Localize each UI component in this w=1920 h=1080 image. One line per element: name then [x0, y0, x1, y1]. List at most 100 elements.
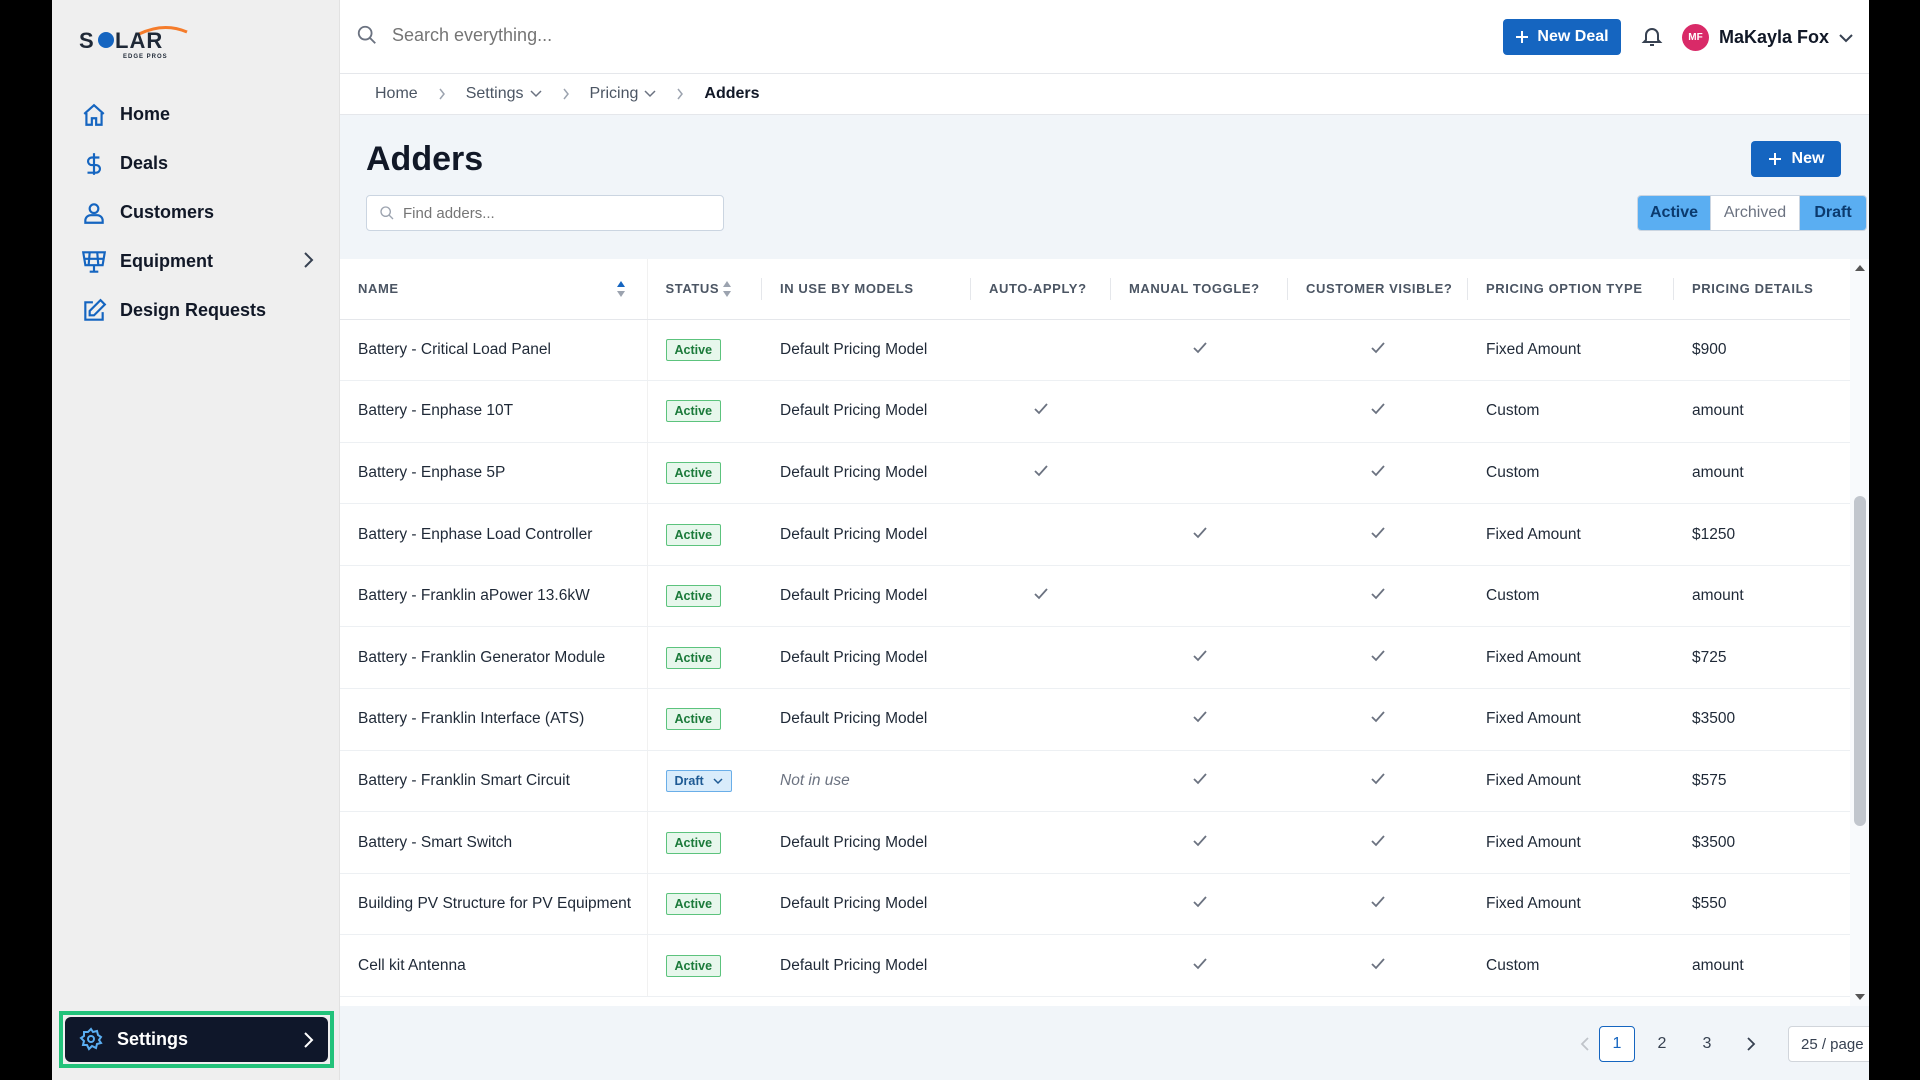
- find-adders-field[interactable]: [366, 195, 724, 231]
- sidebar-item-design-requests[interactable]: Design Requests: [62, 286, 330, 335]
- table-row[interactable]: Battery - Franklin Generator Module Activ…: [340, 626, 1850, 690]
- manual-toggle-cell: [1111, 873, 1288, 936]
- filter-draft[interactable]: Draft: [1800, 196, 1866, 230]
- sidebar-item-equipment[interactable]: Equipment: [62, 237, 330, 286]
- chevron-down-icon: [1839, 33, 1853, 43]
- page-button-3[interactable]: 3: [1702, 1035, 1712, 1052]
- table-row[interactable]: Battery - Enphase 10T Active Default Prici…: [340, 380, 1850, 443]
- auto-apply-cell: [971, 873, 1111, 936]
- new-adder-button[interactable]: New: [1751, 141, 1841, 177]
- scrollbar-thumb[interactable]: [1854, 496, 1866, 826]
- scroll-up-icon[interactable]: [1855, 265, 1865, 271]
- adder-name[interactable]: Battery - Smart Switch: [340, 811, 648, 874]
- table-row[interactable]: Battery - Enphase 5P Active Default Pricin…: [340, 442, 1850, 505]
- gear-icon: [79, 1026, 105, 1053]
- page-button-1[interactable]: 1: [1599, 1026, 1635, 1062]
- app-window: S LAR EDGE PROS Home Deals: [52, 0, 1869, 1080]
- filter-active[interactable]: Active: [1638, 196, 1710, 230]
- plus-icon: [1515, 30, 1529, 44]
- sidebar-item-settings[interactable]: Settings: [65, 1017, 328, 1062]
- find-adders-input[interactable]: [403, 204, 703, 222]
- pricing-type-cell: Custom: [1468, 934, 1674, 998]
- status-badge[interactable]: Draft: [665, 769, 733, 792]
- breadcrumb-label: Pricing: [589, 85, 639, 102]
- global-search[interactable]: [356, 24, 792, 46]
- dollar-icon: [80, 150, 108, 178]
- chevron-down-icon: [529, 90, 542, 98]
- settings-highlight: Settings: [59, 1011, 334, 1068]
- sidebar-item-label: Equipment: [120, 251, 213, 271]
- sidebar-item-home[interactable]: Home: [62, 90, 330, 139]
- sort-icon[interactable]: [722, 280, 732, 298]
- breadcrumb-home[interactable]: Home: [375, 85, 418, 102]
- column-header-name[interactable]: NAME: [340, 259, 648, 320]
- adder-name[interactable]: Building PV Structure for PV Equipment: [340, 873, 648, 936]
- table-row[interactable]: Cell kit Antenna Active Default Pricing Mo…: [340, 934, 1850, 998]
- column-label: PRICING DETAILS: [1692, 281, 1814, 297]
- table-row[interactable]: Battery - Smart Switch Active Default Pric…: [340, 811, 1850, 874]
- breadcrumb-settings[interactable]: Settings: [466, 85, 542, 103]
- breadcrumb-current: Adders: [704, 85, 760, 102]
- search-input[interactable]: [392, 24, 792, 46]
- auto-apply-cell: [971, 442, 1111, 505]
- table-row[interactable]: Battery - Franklin aPower 13.6kW Active De…: [340, 565, 1850, 628]
- scroll-down-icon[interactable]: [1855, 994, 1865, 1000]
- checkmark-icon: [1192, 896, 1207, 908]
- adder-name[interactable]: Cell kit Antenna: [340, 934, 648, 998]
- sidebar: S LAR EDGE PROS Home Deals: [52, 0, 340, 1080]
- breadcrumb-pricing[interactable]: Pricing: [590, 85, 657, 103]
- page-button-2[interactable]: 2: [1657, 1035, 1667, 1052]
- sidebar-item-customers[interactable]: Customers: [62, 188, 330, 237]
- new-deal-button[interactable]: New Deal: [1503, 19, 1621, 55]
- breadcrumb: Home Settings Pricing Adders: [340, 74, 1869, 115]
- column-divider: [1287, 278, 1288, 300]
- adder-name[interactable]: Battery - Franklin aPower 13.6kW: [340, 565, 648, 628]
- column-header-status[interactable]: STATUS: [647, 259, 762, 320]
- auto-apply-cell: [971, 319, 1111, 382]
- sort-icon[interactable]: [616, 280, 626, 298]
- svg-text:S: S: [79, 28, 95, 53]
- auto-apply-cell: [971, 626, 1111, 690]
- adder-name[interactable]: Battery - Franklin Smart Circuit: [340, 750, 648, 813]
- adder-name[interactable]: Battery - Enphase Load Controller: [340, 503, 648, 566]
- new-deal-label: New Deal: [1537, 28, 1609, 45]
- adder-name[interactable]: Battery - Critical Load Panel: [340, 319, 648, 382]
- column-header-auto-apply: AUTO-APPLY?: [971, 259, 1111, 320]
- status-label: Draft: [674, 773, 704, 788]
- models-cell: Default Pricing Model: [762, 380, 971, 443]
- pricing-details-cell: amount: [1674, 442, 1850, 505]
- adder-name[interactable]: Battery - Franklin Generator Module: [340, 626, 648, 690]
- table-scrollbar[interactable]: [1850, 259, 1869, 1006]
- customer-visible-cell: [1288, 380, 1468, 443]
- next-page-button[interactable]: [1733, 1026, 1769, 1062]
- adder-name[interactable]: Battery - Franklin Interface (ATS): [340, 688, 648, 751]
- user-menu[interactable]: MF MaKayla Fox: [1682, 24, 1853, 51]
- adder-name[interactable]: Battery - Enphase 5P: [340, 442, 648, 505]
- checkmark-icon: [1192, 650, 1207, 662]
- models-cell: Not in use: [762, 750, 971, 813]
- manual-toggle-cell: [1111, 811, 1288, 874]
- table-row[interactable]: Battery - Critical Load Panel Active Defau…: [340, 319, 1850, 382]
- page-size-select[interactable]: 25 / page: [1788, 1026, 1869, 1062]
- sidebar-item-deals[interactable]: Deals: [62, 139, 330, 188]
- main-content: New Deal MF MaKayla Fox Home Settings: [340, 0, 1869, 1080]
- checkmark-icon: [1371, 588, 1385, 600]
- table-row[interactable]: Battery - Enphase Load Controller Active D…: [340, 503, 1850, 566]
- chevron-right-icon[interactable]: [302, 251, 314, 269]
- avatar: MF: [1682, 24, 1709, 51]
- breadcrumb-separator-icon: [438, 88, 446, 100]
- table-row[interactable]: Building PV Structure for PV Equipment Ac…: [340, 873, 1850, 936]
- notification-bell-icon[interactable]: [1640, 24, 1664, 48]
- filter-archived[interactable]: Archived: [1710, 196, 1800, 230]
- prev-page-button[interactable]: [1567, 1026, 1603, 1062]
- adder-name[interactable]: Battery - Enphase 10T: [340, 380, 648, 443]
- auto-apply-cell: [971, 811, 1111, 874]
- status-badge: Active: [665, 831, 722, 854]
- table-row[interactable]: Battery - Franklin Smart Circuit Draft No…: [340, 750, 1850, 813]
- adders-table: NAME STATUS: [340, 259, 1850, 1006]
- manual-toggle-cell: [1111, 626, 1288, 690]
- brand-logo[interactable]: S LAR EDGE PROS: [79, 24, 194, 60]
- table-row[interactable]: Battery - Franklin Interface (ATS) Active…: [340, 688, 1850, 751]
- column-label: AUTO-APPLY?: [989, 281, 1087, 297]
- pricing-details-cell: amount: [1674, 380, 1850, 443]
